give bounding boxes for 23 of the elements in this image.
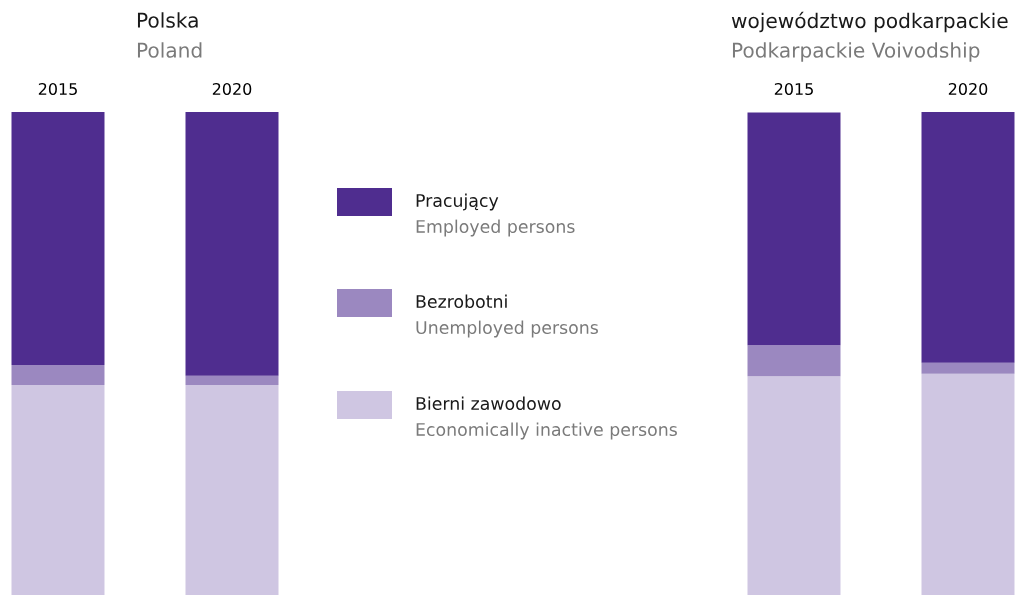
chart-title: Polska — [137, 12, 198, 28]
x-tick-label: 2020 — [212, 82, 252, 96]
bar — [11, 365, 105, 385]
bar — [11, 384, 105, 595]
bar — [747, 112, 841, 346]
legend-label: Bezrobotni Unemployed persons — [416, 294, 598, 338]
bar — [921, 112, 1015, 363]
bar — [921, 362, 1015, 374]
x-tick-label: 2020 — [948, 82, 988, 96]
bar — [747, 345, 841, 377]
bar — [921, 373, 1015, 595]
x-tick-label: 2015 — [38, 82, 77, 96]
legend-label: Pracujący Employed persons — [416, 193, 575, 237]
bar — [185, 112, 279, 376]
chart-subtitle: Podkarpackie Voivodship — [732, 42, 980, 62]
bar — [747, 376, 841, 595]
bar — [185, 384, 279, 595]
bar — [185, 375, 279, 385]
bar — [11, 112, 105, 366]
chart-subtitle: Poland — [137, 42, 202, 58]
chart-title: województwo podkarpackie — [731, 11, 1008, 33]
x-tick-label: 2015 — [774, 82, 813, 96]
legend-label: Bierni zawodowo Economically inactive persons — [416, 396, 677, 440]
